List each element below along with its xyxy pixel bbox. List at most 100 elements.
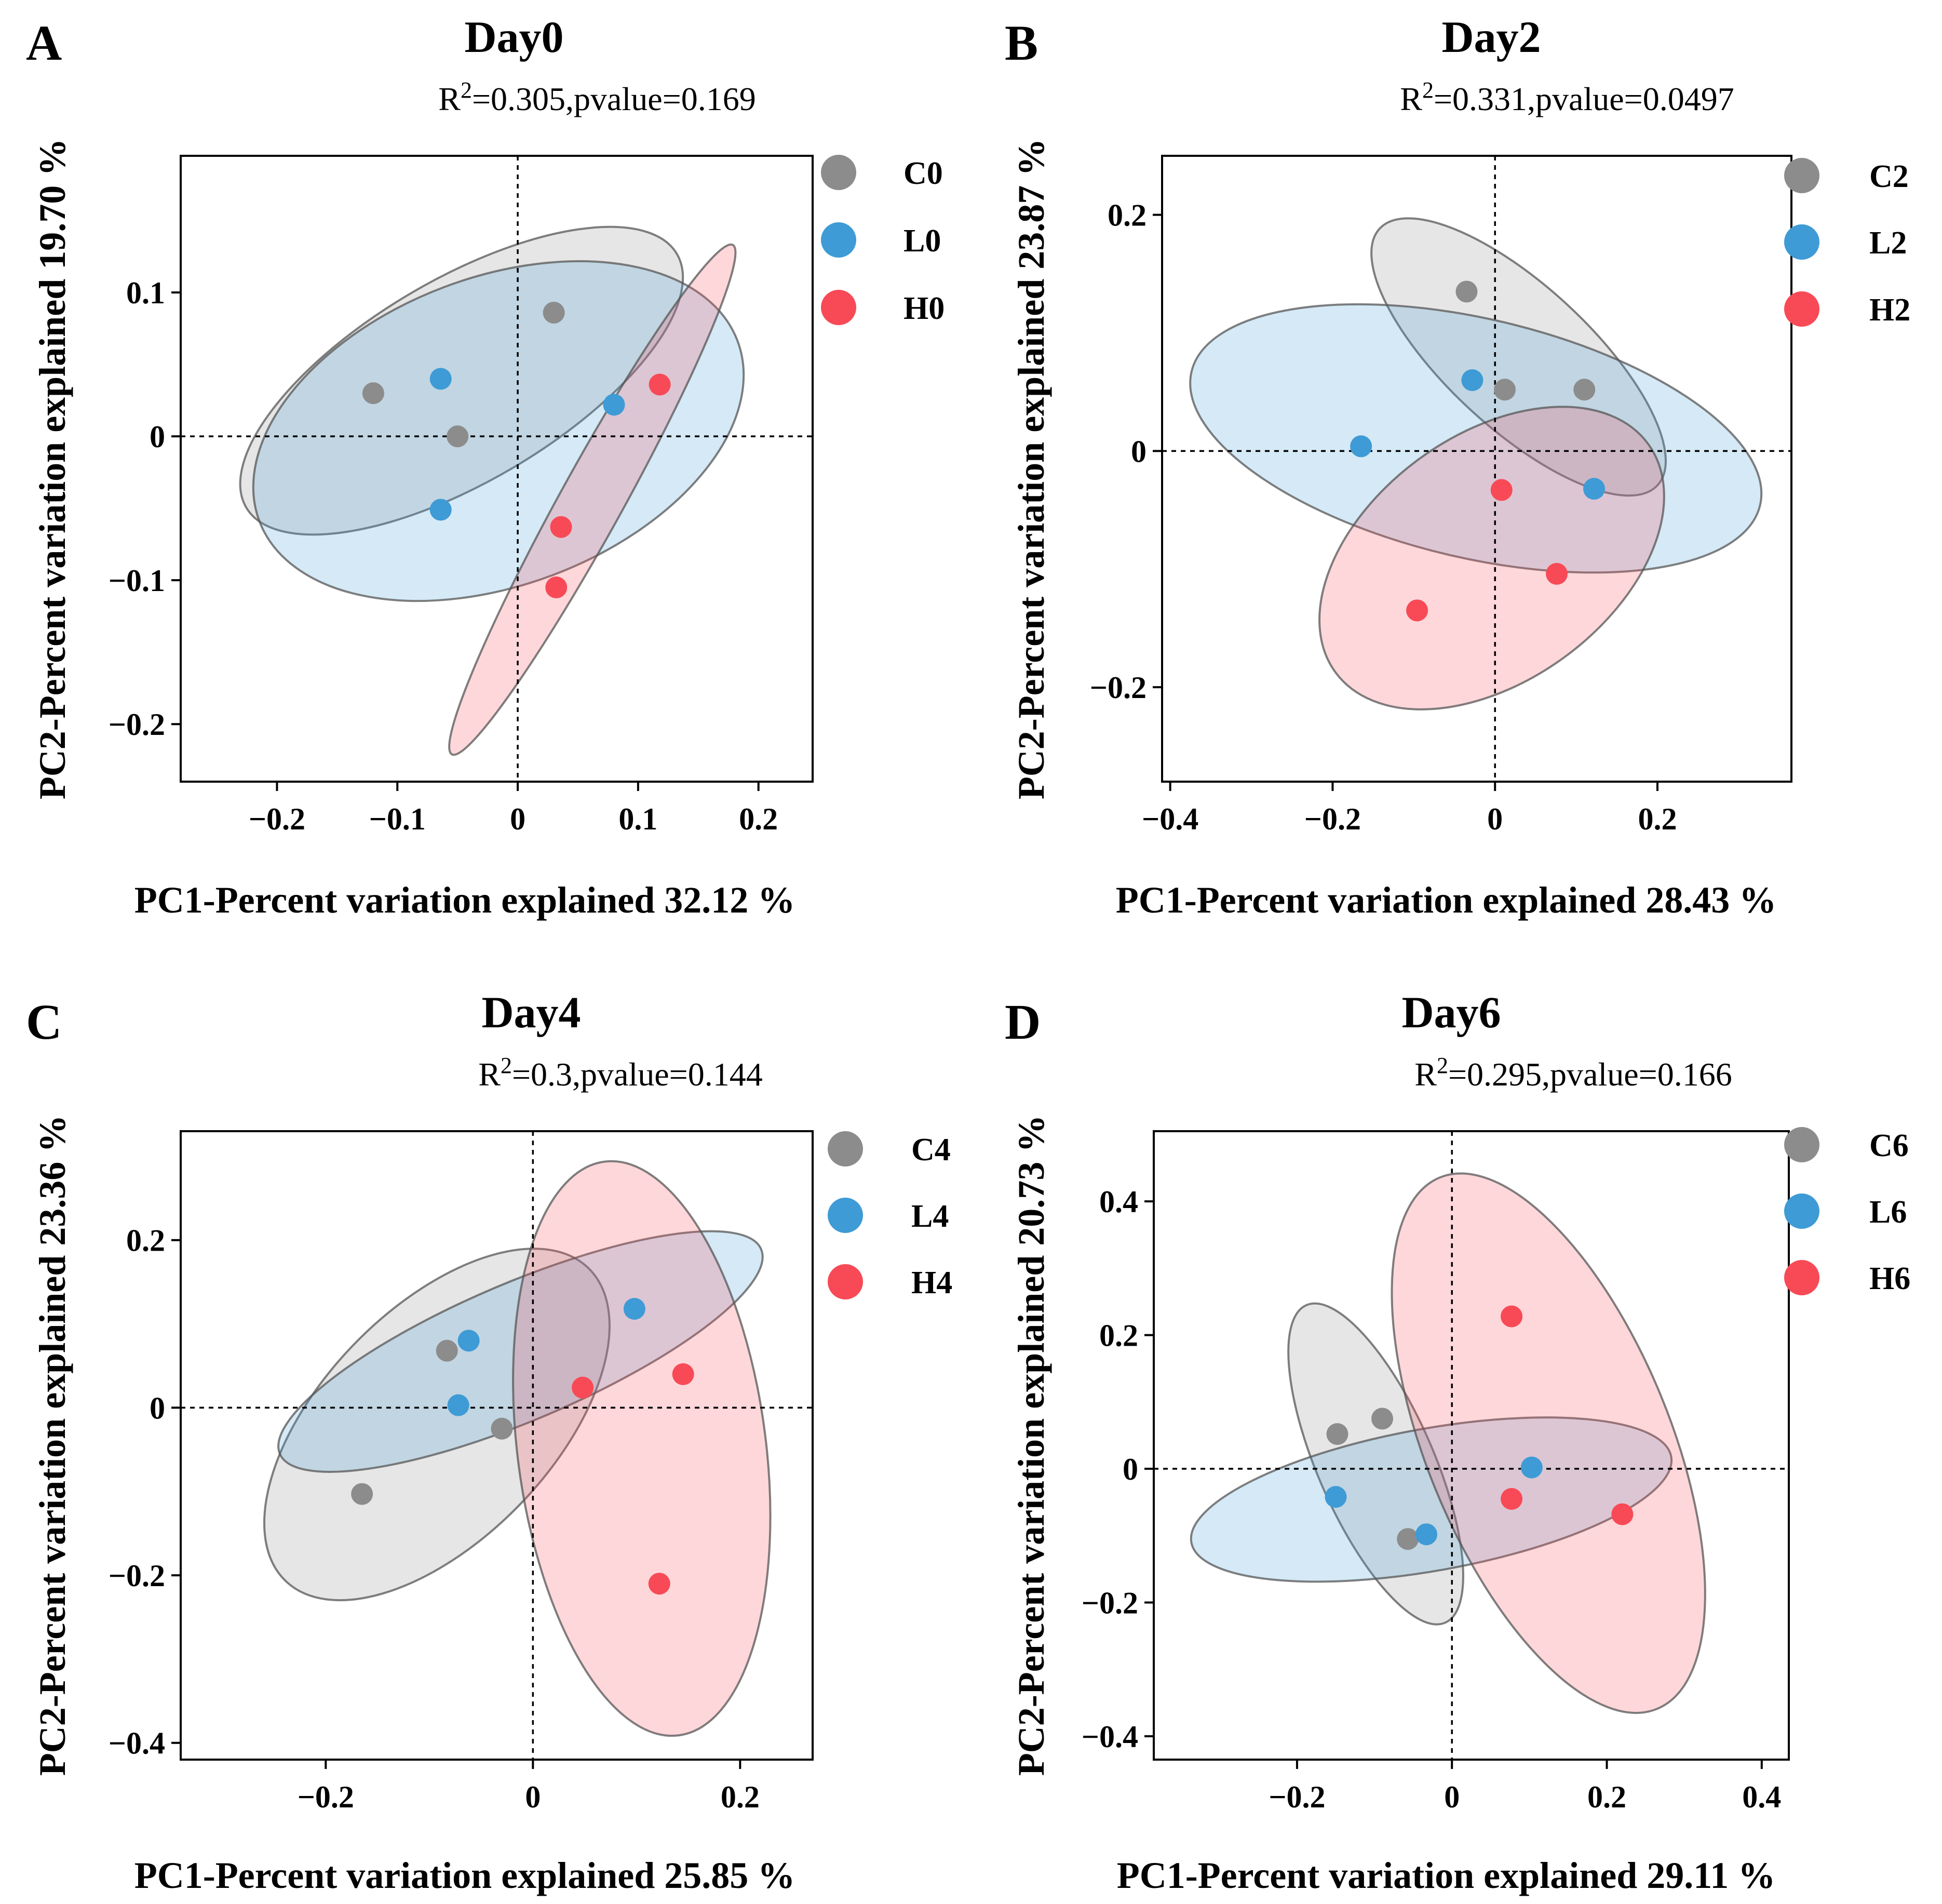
data-point-l4-3	[623, 1298, 645, 1320]
data-point-l0-3	[603, 394, 625, 416]
stat-r2-superscript: 2	[501, 1053, 512, 1078]
legend-marker-c4	[828, 1131, 863, 1166]
stat-r2-superscript: 2	[1437, 1053, 1448, 1078]
legend-label-c0: C0	[903, 156, 943, 191]
data-point-c0-1	[362, 382, 384, 405]
stat-r2-label: R	[438, 81, 461, 117]
legend-label-h2: H2	[1869, 292, 1910, 328]
confidence-ellipse-h2	[1318, 406, 1665, 710]
y-tick-label: 0.2	[1099, 1319, 1138, 1353]
stat-annotation: R2=0.295,pvalue=0.166	[1414, 1053, 1732, 1093]
legend-marker-c6	[1784, 1127, 1819, 1162]
y-tick-label: −0.4	[109, 1726, 165, 1761]
stat-r2-superscript: 2	[461, 77, 472, 103]
stat-r2-label: R	[478, 1056, 501, 1093]
x-tick-label: −0.2	[1304, 802, 1361, 836]
data-point-c6-1	[1326, 1423, 1348, 1445]
data-point-c4-3	[351, 1483, 373, 1505]
y-tick-label: 0.2	[126, 1224, 165, 1258]
panel-d: D Day6 R2=0.295,pvalue=0.166 −0.2 0 0.2 0.4 −0.…	[1005, 987, 1910, 1896]
legend-label-l0: L0	[903, 223, 941, 259]
chart-title: Day0	[464, 12, 563, 62]
data-point-c2-2	[1493, 379, 1516, 401]
confidence-ellipse-l2	[1189, 303, 1763, 574]
x-tick-label: 0	[1487, 802, 1503, 836]
data-point-c2-3	[1573, 379, 1596, 401]
data-point-c6-2	[1371, 1407, 1393, 1430]
panel-letter: D	[1005, 994, 1041, 1050]
y-tick-label: 0.2	[1108, 198, 1147, 233]
x-tick-label: 0.2	[1587, 1780, 1626, 1814]
data-point-l2-2	[1461, 369, 1484, 391]
data-point-h4-3	[648, 1573, 670, 1595]
x-tick-label: −0.2	[298, 1780, 354, 1814]
legend: C0 L0 H0	[821, 155, 945, 326]
data-point-l6-1	[1325, 1486, 1347, 1508]
y-tick-label: −0.2	[109, 707, 165, 742]
x-tick-label: 0	[1444, 1780, 1460, 1814]
data-point-l4-2	[447, 1394, 469, 1416]
x-tick-label: 0.4	[1742, 1780, 1781, 1814]
y-tick-label: 0.4	[1099, 1185, 1138, 1219]
y-tick-label: −0.2	[109, 1559, 165, 1593]
stat-r2-label: R	[1414, 1056, 1437, 1093]
stat-annotation: R2=0.3,pvalue=0.144	[478, 1053, 762, 1093]
y-tick-label: 0	[1123, 1452, 1138, 1486]
x-tick-label: −0.1	[369, 802, 426, 836]
confidence-ellipse-c0	[239, 225, 684, 536]
data-point-h4-2	[672, 1363, 694, 1385]
x-tick-label: 0.2	[721, 1780, 760, 1814]
data-point-h6-1	[1501, 1305, 1523, 1328]
confidence-ellipse-c2	[1370, 217, 1667, 497]
x-axis-label: PC1-Percent variation explained 32.12 %	[134, 879, 795, 921]
legend-label-l6: L6	[1869, 1195, 1907, 1230]
data-point-c4-1	[436, 1339, 458, 1362]
y-tick-label: 0.1	[126, 276, 165, 310]
x-axis-label: PC1-Percent variation explained 25.85 %	[134, 1855, 795, 1896]
confidence-ellipse-h6	[1391, 1172, 1706, 1714]
chart-title: Day2	[1441, 12, 1541, 62]
data-point-l4-1	[457, 1330, 480, 1352]
panel-b: B Day2 R2=0.331,pvalue=0.0497 −0.4 −0.2 0 0.2 −…	[1005, 12, 1910, 921]
data-point-h2-1	[1490, 479, 1513, 501]
data-point-l2-1	[1350, 435, 1372, 458]
stat-values: =0.305,pvalue=0.169	[472, 81, 756, 117]
confidence-ellipse-l4	[277, 1230, 764, 1473]
legend: C2 L2 H2	[1784, 158, 1910, 328]
y-tick-label: 0	[150, 1391, 165, 1425]
legend-marker-h2	[1784, 291, 1819, 327]
y-tick-label: −0.2	[1090, 671, 1147, 705]
stat-values: =0.3,pvalue=0.144	[512, 1056, 763, 1093]
legend-label-h0: H0	[903, 291, 945, 326]
x-axis-label: PC1-Percent variation explained 29.11 %	[1117, 1855, 1776, 1896]
panel-letter: A	[26, 15, 62, 71]
y-tick-label: −0.4	[1082, 1720, 1138, 1754]
ellipse-layer	[263, 1160, 772, 1737]
stat-r2-label: R	[1400, 81, 1422, 117]
stat-annotation: R2=0.331,pvalue=0.0497	[1400, 77, 1734, 117]
data-point-l6-2	[1415, 1523, 1437, 1546]
legend-marker-h6	[1784, 1260, 1819, 1295]
data-point-c2-1	[1455, 280, 1478, 303]
stat-values: =0.295,pvalue=0.166	[1448, 1056, 1732, 1093]
y-tick-label: 0	[1131, 434, 1147, 468]
confidence-ellipse-l6	[1190, 1416, 1673, 1583]
panel-letter: C	[26, 994, 62, 1050]
data-point-h0-1	[649, 373, 671, 396]
legend-label-c4: C4	[911, 1132, 951, 1168]
data-point-h0-3	[545, 576, 568, 599]
data-point-h4-1	[572, 1376, 594, 1399]
legend-marker-c0	[821, 155, 856, 190]
ellipse-layer	[239, 225, 745, 756]
y-tick-label: −0.1	[109, 564, 165, 598]
data-point-c6-3	[1397, 1528, 1419, 1550]
data-point-h6-3	[1611, 1503, 1634, 1525]
data-point-h2-2	[1546, 562, 1568, 585]
legend-marker-l2	[1784, 224, 1819, 260]
legend-label-h6: H6	[1869, 1261, 1910, 1296]
x-axis-label: PC1-Percent variation explained 28.43 %	[1116, 879, 1777, 921]
data-point-l2-3	[1583, 478, 1605, 500]
